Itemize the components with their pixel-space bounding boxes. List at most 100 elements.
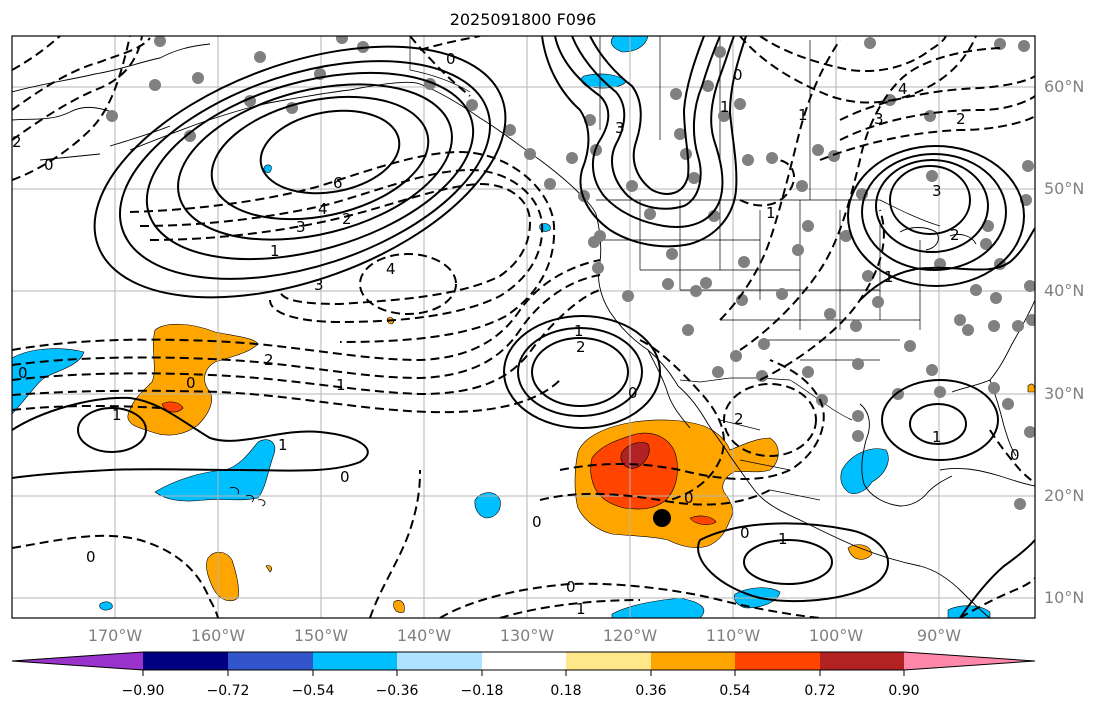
contour-mexico-trough-2 xyxy=(559,359,825,481)
contour-rockies-minus1 xyxy=(739,159,795,207)
lat-label: 50°N xyxy=(1044,179,1085,198)
coast-east-seaboard xyxy=(989,299,1035,381)
lon-label: 130°W xyxy=(499,626,555,645)
contour-label: 1 xyxy=(766,204,776,222)
contour-label: 0 xyxy=(733,66,743,84)
shading-blue-gulf xyxy=(840,448,889,494)
contour-east-ridge xyxy=(859,227,1035,301)
contour-label: 2 xyxy=(576,338,586,356)
border-canada-provinces xyxy=(599,36,811,200)
lon-label: 90°W xyxy=(916,626,962,645)
contour-label: 1 xyxy=(576,600,586,618)
map-title: 2025091800 F096 xyxy=(449,10,597,29)
contour-mexico-low xyxy=(723,383,817,457)
contour-east-trough-3 xyxy=(819,115,1035,161)
contour-north-ridge-1 xyxy=(554,36,735,228)
colorbar-extend-min xyxy=(12,652,143,670)
contour-label: 3 xyxy=(296,218,306,236)
contour-gl-high-2 xyxy=(861,153,1007,271)
contour-label: 0 xyxy=(1010,446,1020,464)
shading-red-mexico-small xyxy=(689,515,717,525)
contour-subtropical-4 xyxy=(12,379,561,414)
coast-bc xyxy=(539,159,597,215)
coast-hawaii xyxy=(229,487,266,507)
contour-pacific-trough-small xyxy=(359,253,457,315)
contour-west-edge-zero xyxy=(12,534,219,618)
contour-label: 3 xyxy=(615,119,625,137)
coast-mexico-pacific xyxy=(729,455,921,567)
contour-label: 1 xyxy=(112,406,122,424)
contour-pacific-high-1 xyxy=(93,45,507,299)
contour-label: 1 xyxy=(336,376,346,394)
contour-label: 2 xyxy=(956,110,966,128)
contour-label: 0 xyxy=(684,489,694,507)
contour-label: 2 xyxy=(264,351,274,369)
contour-label: 0 xyxy=(186,374,196,392)
contour-label: 1 xyxy=(270,242,280,260)
contour-bc-zero xyxy=(409,36,471,97)
lon-label: 110°W xyxy=(705,626,761,645)
shading-blue-small-4 xyxy=(263,164,272,173)
contour-gl-high-3 xyxy=(875,159,989,253)
lon-label: 170°W xyxy=(87,626,143,645)
contour-label: 0 xyxy=(86,548,96,566)
colorbar-extend-max xyxy=(904,652,1035,670)
contour-plains-trough-2 xyxy=(739,47,1001,351)
contour-label: 0 xyxy=(532,513,542,531)
contour-hawaii-high-outer xyxy=(12,396,369,479)
colorbar-segment xyxy=(651,652,735,670)
colorbar-tick-label: −0.90 xyxy=(121,683,165,699)
border-alaska-canada xyxy=(409,36,471,93)
contour-north-ridge-4 xyxy=(541,36,747,248)
contour-north-ridge-2 xyxy=(571,36,721,210)
contour-label: 4 xyxy=(318,200,328,218)
border-us-mexico xyxy=(679,377,853,421)
contour-subtropical-1 xyxy=(12,259,601,362)
contour-pacific-trough-1 xyxy=(149,182,532,306)
contour-label: 1 xyxy=(720,98,730,116)
shading-orange-small-6 xyxy=(265,565,272,573)
contour-label: 0 xyxy=(18,364,28,382)
colorbar-tick-label: 0.36 xyxy=(635,683,667,699)
contour-label: 1 xyxy=(798,106,808,124)
lon-label: 120°W xyxy=(602,626,658,645)
shading-blue-small-1 xyxy=(474,492,501,519)
contour-tropical-zero-loop xyxy=(697,522,890,603)
contour-baja-high-1 xyxy=(503,315,661,429)
contour-pacific-high-6 xyxy=(259,109,401,195)
colorbar-tick-label: −0.72 xyxy=(206,683,250,699)
coastlines xyxy=(12,43,1035,618)
contour-north-ridge-3 xyxy=(589,36,705,195)
contour-label: 1 xyxy=(884,268,894,286)
contour-pacific-trough-2 xyxy=(139,168,544,324)
contour-gl-high-1 xyxy=(847,145,1025,287)
contour-label: 6 xyxy=(333,174,343,192)
lat-label: 10°N xyxy=(1044,588,1085,607)
colorbar-segment xyxy=(735,652,820,670)
contour-tropical-zero-1 xyxy=(369,469,421,618)
contour-gulf-high-inner xyxy=(909,403,967,445)
shading-orange-small-2 xyxy=(847,544,873,560)
contour-label: 4 xyxy=(898,80,908,98)
contour-label: 1 xyxy=(778,530,788,548)
contour-label: 3 xyxy=(314,276,324,294)
contour-north-canada-low-2 xyxy=(759,36,947,72)
map-frame xyxy=(11,35,1036,619)
contour-label: 1 xyxy=(574,322,584,340)
station-markers xyxy=(106,36,1035,510)
storm-center-marker xyxy=(653,509,671,527)
colorbar-segment xyxy=(313,652,397,670)
shading-red-mexico xyxy=(590,432,678,510)
coast-alaska-west xyxy=(12,43,211,121)
contour-nw-low-2 xyxy=(12,36,143,141)
great-lakes xyxy=(899,227,977,251)
lon-label: 160°W xyxy=(190,626,246,645)
contour-label: 2 xyxy=(950,226,960,244)
colorbar-segment xyxy=(143,652,228,670)
colorbar-segment xyxy=(566,652,651,670)
colorbar xyxy=(11,651,1036,676)
contour-label: 4 xyxy=(386,260,396,278)
contour-tropical-zero-2 xyxy=(439,582,821,618)
contour-pacific-high-4 xyxy=(177,83,453,241)
colorbar-tick-label: 0.18 xyxy=(550,683,582,699)
